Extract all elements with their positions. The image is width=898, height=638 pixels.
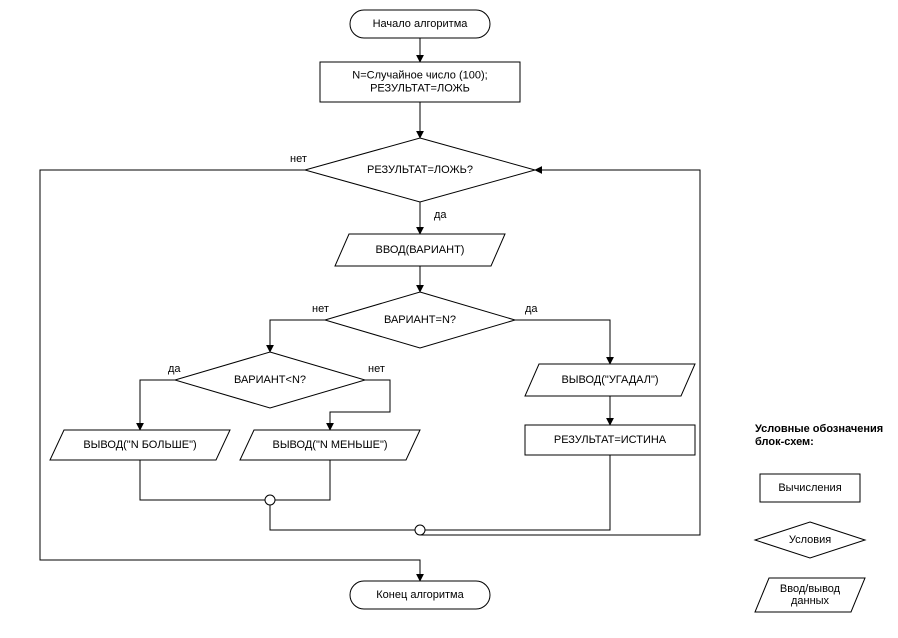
node-cond2: ВАРИАНТ=N? <box>325 292 515 348</box>
junctions <box>265 495 425 535</box>
edge-10 <box>140 460 265 500</box>
edge-label-5: да <box>525 303 538 315</box>
svg-text:Вычисления: Вычисления <box>778 482 841 494</box>
legend-title-line-0: Условные обозначения <box>755 423 883 435</box>
legend-item-1: Условия <box>755 522 865 558</box>
node-init: N=Случайное число (100);РЕЗУЛЬТАТ=ЛОЖЬ <box>320 62 520 102</box>
edge-label-6: нет <box>312 303 329 315</box>
svg-text:Ввод/вывод: Ввод/вывод <box>780 583 841 595</box>
svg-text:Условия: Условия <box>789 534 831 546</box>
node-outM: ВЫВОД("N МЕНЬШЕ") <box>240 430 420 460</box>
junction-j1 <box>265 495 275 505</box>
svg-text:РЕЗУЛЬТАТ=ИСТИНА: РЕЗУЛЬТАТ=ИСТИНА <box>554 434 667 446</box>
node-start: Начало алгоритма <box>350 10 490 38</box>
svg-text:РЕЗУЛЬТАТ=ЛОЖЬ?: РЕЗУЛЬТАТ=ЛОЖЬ? <box>367 164 473 176</box>
node-cond3: ВАРИАНТ<N? <box>175 352 365 408</box>
legend-title-line-1: блок-схем: <box>755 436 814 448</box>
svg-text:Конец алгоритма: Конец алгоритма <box>376 589 464 601</box>
node-end: Конец алгоритма <box>350 581 490 609</box>
svg-text:ВЫВОД("N МЕНЬШЕ"): ВЫВОД("N МЕНЬШЕ") <box>272 439 387 451</box>
edge-label-2: да <box>434 209 447 221</box>
nodes: Начало алгоритма N=Случайное число (100);… <box>50 10 695 609</box>
junction-j2 <box>415 525 425 535</box>
svg-text:ВАРИАНТ=N?: ВАРИАНТ=N? <box>384 314 456 326</box>
node-input: ВВОД(ВАРИАНТ) <box>335 234 505 266</box>
svg-text:ВАРИАНТ<N?: ВАРИАНТ<N? <box>234 374 306 386</box>
node-cond1: РЕЗУЛЬТАТ=ЛОЖЬ? <box>305 138 535 202</box>
node-outB: ВЫВОД("N БОЛЬШЕ") <box>50 430 230 460</box>
svg-text:ВВОД(ВАРИАНТ): ВВОД(ВАРИАНТ) <box>376 244 465 256</box>
svg-text:ВЫВОД("N БОЛЬШЕ"): ВЫВОД("N БОЛЬШЕ") <box>83 439 196 451</box>
edge-7 <box>140 380 175 430</box>
svg-text:ВЫВОД("УГАДАЛ"): ВЫВОД("УГАДАЛ") <box>561 374 658 386</box>
legend-item-0: Вычисления <box>760 474 860 502</box>
legend-item-2: Ввод/выводданных <box>755 578 865 612</box>
edge-label-7: да <box>168 363 181 375</box>
legend: Условные обозначенияблок-схем: Вычисления… <box>755 423 883 612</box>
edge-6 <box>270 320 325 352</box>
edge-13 <box>425 455 610 530</box>
edge-label-8: нет <box>368 363 385 375</box>
svg-text:РЕЗУЛЬТАТ=ЛОЖЬ: РЕЗУЛЬТАТ=ЛОЖЬ <box>370 83 470 95</box>
svg-text:Начало алгоритма: Начало алгоритма <box>373 18 469 30</box>
edge-11 <box>275 460 330 500</box>
edge-label-3: нет <box>290 153 307 165</box>
edge-5 <box>515 320 610 364</box>
flowchart-canvas: да нет да нет да нет Начало алгоритма N=Случайн… <box>0 0 898 638</box>
node-setT: РЕЗУЛЬТАТ=ИСТИНА <box>525 425 695 455</box>
svg-text:данных: данных <box>791 595 830 607</box>
svg-text:N=Случайное число (100);: N=Случайное число (100); <box>352 70 487 82</box>
edge-14 <box>420 170 700 535</box>
node-outG: ВЫВОД("УГАДАЛ") <box>525 364 695 396</box>
edge-12 <box>270 505 415 530</box>
